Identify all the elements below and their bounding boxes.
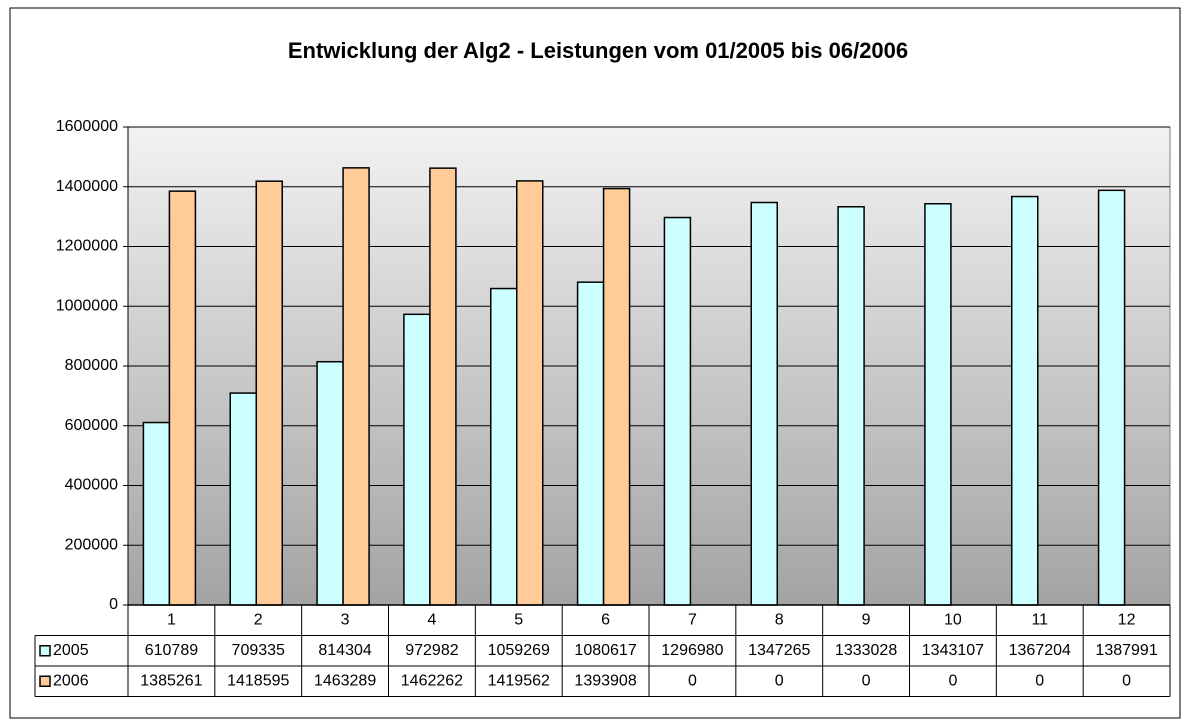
legend-key: [39, 675, 51, 687]
x-tick-label: 1: [167, 611, 176, 628]
bar: [229, 392, 257, 606]
table-value: 0: [775, 672, 784, 689]
bar: [750, 201, 778, 606]
table-value: 1367204: [1009, 642, 1071, 659]
table-value: 1059269: [488, 642, 550, 659]
table-value: 1418595: [227, 672, 289, 689]
legend-label: 2005: [53, 642, 89, 659]
x-tick-label: 5: [514, 611, 523, 628]
bar: [663, 216, 692, 606]
table-value: 0: [1122, 672, 1131, 689]
x-tick-label: 10: [944, 611, 962, 628]
y-tick-label: 1200000: [56, 238, 118, 255]
table-value: 1462262: [401, 672, 463, 689]
legend-key: [39, 645, 51, 657]
y-tick-label: 200000: [65, 536, 118, 553]
table-value: 972982: [405, 642, 458, 659]
table-value: 610789: [145, 642, 198, 659]
table-value: 0: [688, 672, 697, 689]
table-value: 1296980: [661, 642, 723, 659]
bar: [142, 421, 171, 606]
bar: [342, 167, 370, 606]
bar: [602, 187, 631, 606]
bar: [837, 206, 865, 606]
table-value: 1419562: [488, 672, 550, 689]
table-value: 709335: [232, 642, 285, 659]
y-tick-label: 1000000: [56, 297, 118, 314]
table-value: 814304: [318, 642, 371, 659]
bar: [255, 180, 283, 606]
bar: [1097, 189, 1126, 606]
table-value: 1347265: [748, 642, 810, 659]
table-value: 0: [948, 672, 957, 689]
x-tick-label: 7: [688, 611, 697, 628]
x-tick-label: 9: [862, 611, 871, 628]
table-value: 1387991: [1095, 642, 1157, 659]
legend-label: 2006: [53, 672, 89, 689]
bar: [429, 167, 457, 606]
table-value: 0: [1035, 672, 1044, 689]
table-value: 1343107: [922, 642, 984, 659]
table-value: 1080617: [574, 642, 636, 659]
bar: [403, 313, 431, 606]
x-tick-label: 12: [1118, 611, 1136, 628]
y-tick-label: 0: [109, 596, 118, 613]
bar: [316, 360, 344, 606]
y-tick-label: 1600000: [56, 118, 118, 135]
x-tick-label: 11: [1031, 611, 1048, 628]
y-tick-label: 800000: [65, 357, 118, 374]
table-value: 0: [862, 672, 871, 689]
chart-title: Entwicklung der Alg2 - Leistungen vom 01…: [288, 38, 908, 63]
bar: [1011, 195, 1039, 606]
x-tick-label: 4: [427, 611, 436, 628]
bar: [516, 180, 544, 606]
x-tick-label: 8: [775, 611, 784, 628]
x-tick-label: 3: [341, 611, 350, 628]
table-value: 1393908: [574, 672, 636, 689]
y-tick-label: 600000: [65, 417, 118, 434]
bar: [168, 190, 197, 606]
bar: [490, 287, 518, 606]
bar: [924, 202, 952, 606]
y-tick-label: 1400000: [56, 178, 118, 195]
table-value: 1385261: [140, 672, 202, 689]
x-tick-label: 6: [601, 611, 610, 628]
y-tick-label: 400000: [65, 477, 118, 494]
bar: [576, 281, 605, 606]
x-tick-label: 2: [254, 611, 263, 628]
table-value: 1463289: [314, 672, 376, 689]
table-value: 1333028: [835, 642, 897, 659]
